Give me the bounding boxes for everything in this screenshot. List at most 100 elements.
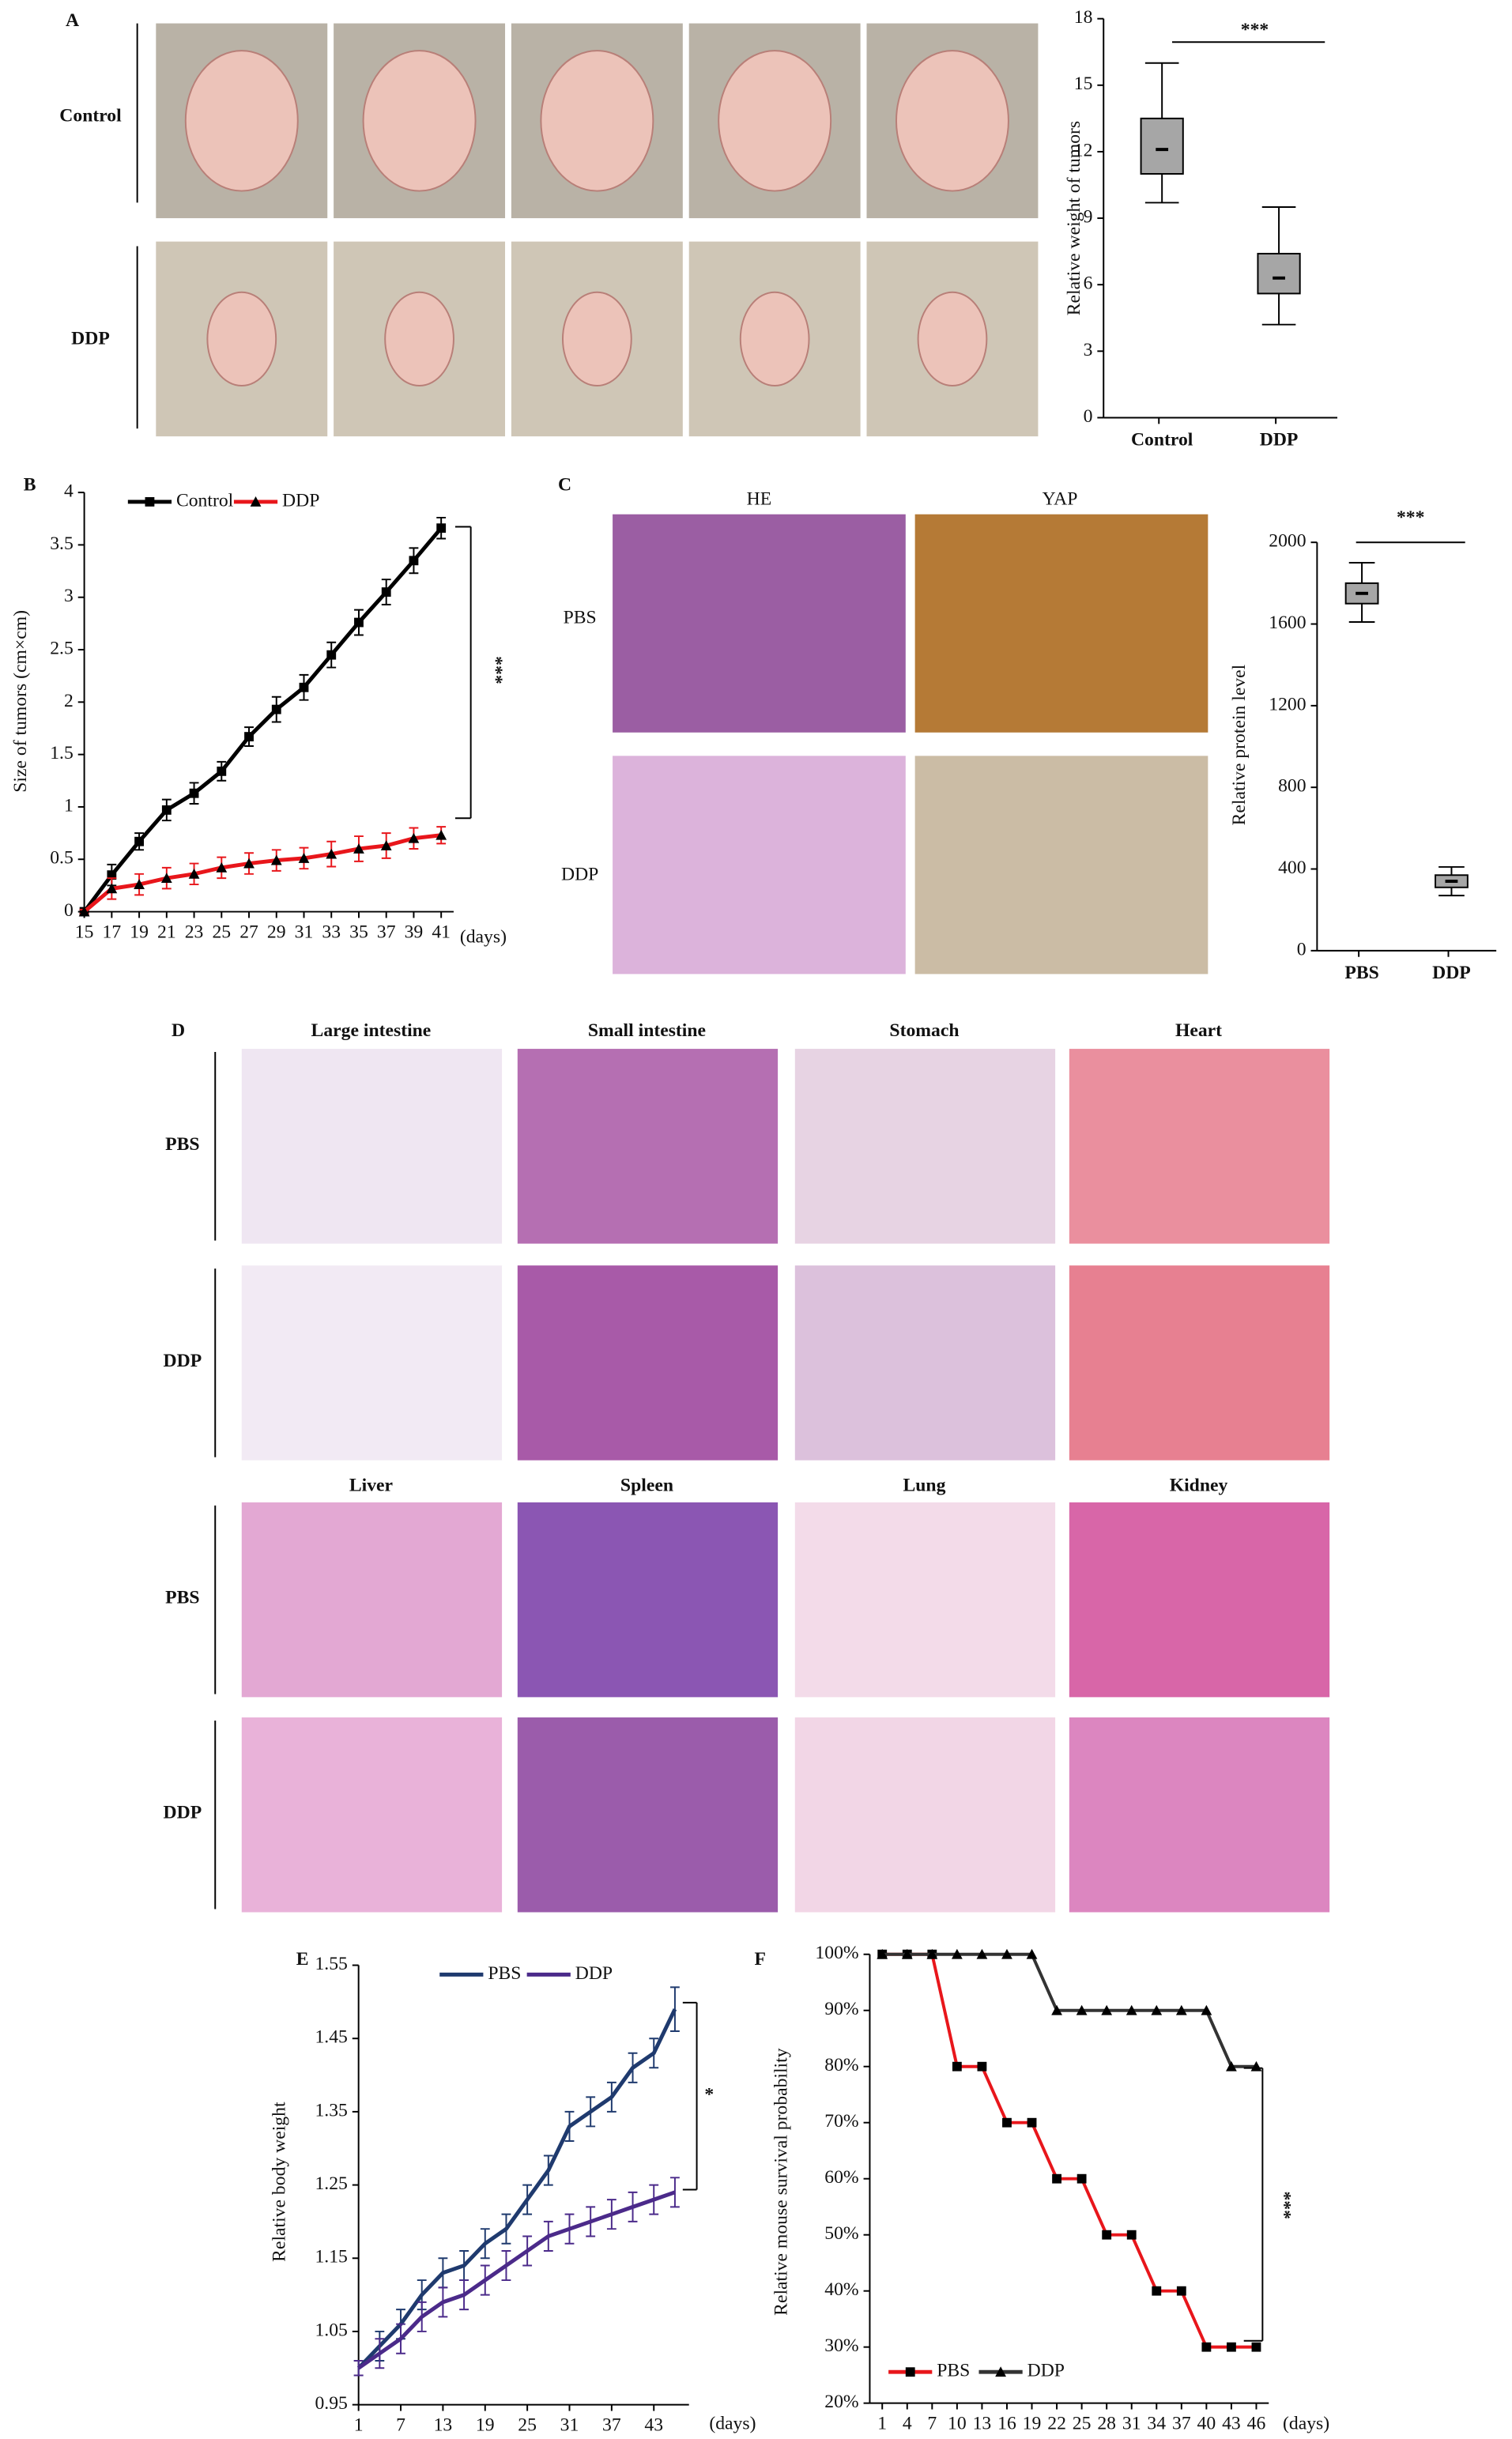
series-line bbox=[882, 1952, 1257, 2349]
significance: *** bbox=[485, 656, 506, 684]
y-tick-label: 3 bbox=[64, 586, 74, 606]
y-tick-label: 6 bbox=[1084, 273, 1093, 294]
y-axis-label: Relative body weight bbox=[270, 2102, 290, 2262]
x-tick-label: 13 bbox=[973, 2414, 992, 2434]
y-axis-label: Relative weight of tumors bbox=[1064, 121, 1084, 315]
point bbox=[877, 1948, 888, 1959]
point bbox=[244, 732, 254, 742]
x-axis-label: (days) bbox=[1283, 2414, 1329, 2434]
tissue-label: Stomach bbox=[889, 1020, 959, 1041]
y-tick-label: 800 bbox=[1278, 776, 1306, 797]
x-tick-label: 46 bbox=[1247, 2414, 1266, 2434]
y-tick-label: 50% bbox=[824, 2223, 858, 2244]
x-tick-label: 43 bbox=[644, 2415, 663, 2436]
tissue-photo bbox=[241, 1502, 503, 1698]
significance: *** bbox=[1274, 2191, 1295, 2218]
x-tick-label: 37 bbox=[1172, 2414, 1191, 2434]
y-tick-label: 30% bbox=[824, 2335, 858, 2356]
point bbox=[1201, 2004, 1212, 2015]
series-line bbox=[882, 1952, 1257, 2068]
point bbox=[353, 843, 364, 854]
point bbox=[188, 868, 200, 879]
point bbox=[1002, 2117, 1012, 2128]
point bbox=[326, 848, 337, 859]
significance: *** bbox=[1397, 507, 1424, 528]
legend-label: DDP bbox=[575, 1963, 613, 1984]
x-tick-label: 37 bbox=[377, 922, 396, 943]
y-tick-label: 1600 bbox=[1269, 613, 1306, 633]
upper-whisker bbox=[1438, 865, 1465, 876]
tissue-photo bbox=[1069, 1502, 1330, 1698]
panel-letter: A bbox=[66, 10, 79, 31]
point bbox=[1152, 2286, 1162, 2296]
significance: * bbox=[704, 2085, 714, 2105]
tissue-photo bbox=[794, 1049, 1056, 1244]
y-tick-label: 60% bbox=[824, 2167, 858, 2188]
x-tick-label: DDP bbox=[1260, 429, 1299, 450]
legend-label: DDP bbox=[1027, 2361, 1065, 2381]
x-tick-label: PBS bbox=[1344, 963, 1378, 983]
x-tick-label: 19 bbox=[130, 922, 149, 943]
legend-marker bbox=[905, 2367, 915, 2377]
upper-whisker bbox=[1144, 62, 1179, 119]
y-tick-label: 1.55 bbox=[315, 1954, 347, 1974]
point bbox=[1027, 2117, 1037, 2128]
x-tick-label: 31 bbox=[295, 922, 314, 943]
point bbox=[1227, 2342, 1236, 2352]
point bbox=[1251, 2342, 1261, 2352]
point bbox=[1226, 2060, 1237, 2071]
point bbox=[409, 556, 419, 566]
y-tick-label: 0.95 bbox=[315, 2393, 347, 2414]
y-tick-label: 0 bbox=[64, 900, 74, 921]
y-tick-label: 1.5 bbox=[50, 743, 74, 763]
lower-whisker bbox=[1144, 173, 1179, 204]
point bbox=[952, 2061, 962, 2071]
x-tick-label: 39 bbox=[405, 922, 424, 943]
legend-label: PBS bbox=[937, 2361, 970, 2381]
x-axis-label: (days) bbox=[709, 2414, 756, 2434]
box bbox=[1140, 117, 1184, 175]
point bbox=[951, 1948, 963, 1959]
tumor bbox=[184, 50, 299, 192]
point bbox=[326, 650, 337, 660]
y-tick-label: 12 bbox=[1074, 140, 1093, 160]
x-tick-label: 1 bbox=[354, 2415, 364, 2436]
tissue-photo bbox=[241, 1049, 503, 1244]
row-label: Control bbox=[59, 105, 122, 126]
column-label: YAP bbox=[1043, 488, 1078, 509]
point bbox=[1151, 2004, 1163, 2015]
y-tick-label: 15 bbox=[1074, 74, 1093, 94]
box bbox=[1344, 582, 1379, 605]
tumor bbox=[206, 291, 277, 387]
point bbox=[298, 853, 310, 863]
legend-label: Control bbox=[176, 490, 234, 511]
panel-letter: E bbox=[296, 1949, 309, 1970]
point bbox=[78, 906, 90, 917]
x-tick-label: 34 bbox=[1147, 2414, 1166, 2434]
point bbox=[1076, 2004, 1088, 2015]
y-tick-label: 4 bbox=[64, 481, 74, 502]
y-tick-label: 400 bbox=[1278, 858, 1306, 878]
point bbox=[134, 836, 145, 846]
tumor bbox=[362, 50, 477, 192]
point bbox=[1175, 2004, 1187, 2015]
x-tick-label: 21 bbox=[157, 922, 176, 943]
point bbox=[1076, 2173, 1087, 2184]
y-tick-label: 18 bbox=[1074, 7, 1093, 28]
x-tick-label: 43 bbox=[1222, 2414, 1241, 2434]
legend-label: PBS bbox=[488, 1963, 521, 1984]
point bbox=[217, 766, 227, 776]
x-tick-label: 33 bbox=[322, 922, 341, 943]
x-tick-label: 7 bbox=[396, 2415, 405, 2436]
x-tick-label: 13 bbox=[434, 2415, 453, 2436]
tissue-photo bbox=[241, 1717, 503, 1913]
row-label: DDP bbox=[561, 865, 598, 885]
stain-photo bbox=[914, 756, 1208, 974]
x-tick-label: 16 bbox=[997, 2414, 1016, 2434]
point bbox=[134, 879, 145, 889]
x-tick-label: 31 bbox=[560, 2415, 579, 2436]
x-axis-label: (days) bbox=[460, 927, 507, 948]
x-tick-label: 10 bbox=[948, 2414, 967, 2434]
